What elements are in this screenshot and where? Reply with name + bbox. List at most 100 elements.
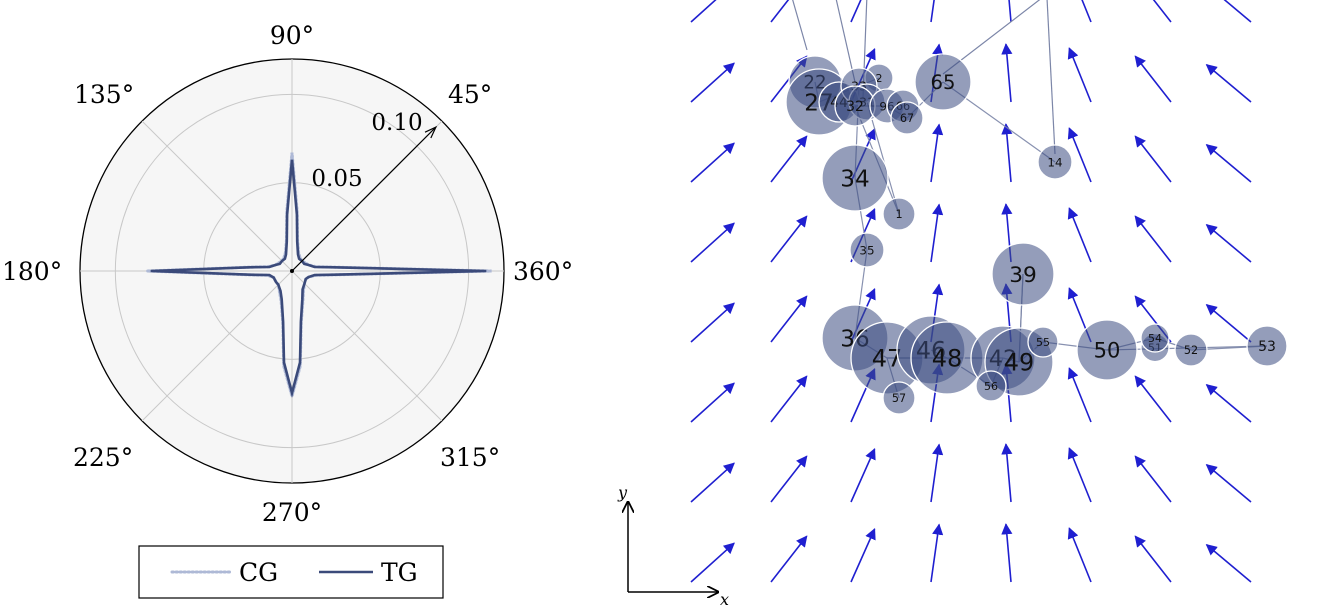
network-node-label: 49 (1004, 349, 1034, 377)
network-node-circle (1246, 325, 1288, 367)
network-node-57: 57 (882, 381, 916, 415)
network-node-53: 53 (1246, 325, 1288, 367)
network-node-label: 65 (931, 71, 956, 94)
vector-arrow (770, 215, 808, 263)
vector-arrow (1067, 207, 1092, 263)
polar-angle-tick-label: 135° (74, 80, 134, 109)
network-edge (1046, 0, 1056, 155)
vector-arrow (930, 523, 944, 583)
network-node-circle (821, 144, 889, 212)
network-node-circle (1027, 326, 1059, 358)
network-node-label: 53 (1258, 339, 1276, 355)
vector-arrow (690, 142, 735, 183)
network-node-circle (991, 242, 1055, 306)
network-node-label: 50 (1094, 339, 1121, 363)
network-node-label: 52 (1184, 344, 1198, 357)
network-node-1: 1 (882, 197, 916, 231)
network-node-circle (1174, 333, 1208, 367)
network-node-label: 35 (859, 243, 874, 257)
vector-arrow (1205, 383, 1252, 423)
network-edge (792, 0, 808, 51)
vector-arrow (930, 0, 935, 23)
vector-arrow (1205, 543, 1252, 583)
network-node-56: 56 (975, 370, 1007, 402)
network-node-circle (1037, 144, 1073, 180)
vector-arrow (1134, 135, 1172, 183)
network-node-label: 55 (1036, 336, 1050, 349)
vector-arrow (1205, 303, 1252, 343)
network-node-circle (849, 232, 885, 268)
vector-arrow (770, 0, 790, 23)
network-node-circle (975, 370, 1007, 402)
polar-angle-tick-label: 90° (270, 21, 314, 50)
vector-arrow (930, 203, 944, 263)
vector-arrow (1134, 55, 1172, 103)
polar-angle-tick-label: 180° (2, 257, 62, 286)
vector-arrow (1008, 0, 1012, 23)
vector-arrow (1001, 443, 1013, 503)
network-node-label: 1 (895, 208, 902, 221)
x-axis-label: x (720, 590, 729, 609)
vector-arrow (1205, 143, 1252, 183)
network-node-label: 14 (1047, 155, 1062, 169)
polar-r-tick-label: 0.10 (371, 110, 422, 136)
vector-arrow (1067, 367, 1092, 423)
network-node-52: 52 (1174, 333, 1208, 367)
vector-arrow (1134, 375, 1172, 423)
polar-angle-tick-label: 270° (262, 498, 322, 527)
network-node-circle (882, 381, 916, 415)
vector-arrow (1134, 455, 1172, 503)
network-node-65: 65 (914, 53, 972, 111)
vector-arrow (1205, 63, 1252, 103)
polar-angle-tick-label: 45° (448, 80, 492, 109)
network-node-54: 54 (1140, 323, 1170, 353)
vector-arrow (770, 535, 808, 583)
vector-arrow (1081, 0, 1092, 23)
legend-label-cg: CG (239, 558, 278, 587)
vector-arrow (770, 455, 808, 503)
vector-arrow (1152, 0, 1172, 23)
vector-arrow (690, 0, 717, 23)
vector-arrow (1001, 523, 1013, 583)
vector-arrow (1205, 223, 1252, 263)
network-node-50: 50 (1076, 319, 1138, 381)
vector-arrow (690, 382, 735, 423)
network-node-39: 39 (991, 242, 1055, 306)
vector-arrow (850, 0, 862, 23)
network-node-35: 35 (849, 232, 885, 268)
network-node-label: 57 (892, 392, 906, 405)
network-edge (835, 0, 856, 83)
network-node-label: 56 (984, 380, 998, 393)
vector-arrow (1067, 527, 1092, 583)
polar-angle-tick-label: 315° (440, 443, 500, 472)
network-edge (866, 101, 900, 215)
vector-arrow (1134, 215, 1172, 263)
network-node-circle (914, 53, 972, 111)
network-node-label: 34 (840, 166, 869, 192)
network-node-circle (1076, 319, 1138, 381)
polar-radius-arrow-head (424, 125, 438, 139)
network-node-label: 48 (932, 345, 963, 373)
network-node-circle (890, 101, 924, 135)
polar-angle-tick-label: 360° (513, 257, 573, 286)
vector-arrow (930, 123, 944, 183)
network-node-label: 54 (1148, 332, 1162, 345)
vector-arrow (770, 295, 808, 343)
vector-arrow (1205, 463, 1252, 503)
network-node-34: 34 (821, 144, 889, 212)
vector-arrow (1134, 535, 1172, 583)
polar-series-tg (150, 159, 487, 399)
vector-arrow (690, 542, 735, 583)
network-node-67: 67 (890, 101, 924, 135)
network-node-circle (882, 197, 916, 231)
vector-arrow (690, 302, 735, 343)
network-node-label: 39 (1009, 263, 1037, 288)
network-node-14: 14 (1037, 144, 1073, 180)
vector-arrow (690, 62, 735, 103)
y-axis-label: y (617, 483, 628, 502)
polar-radius-arrow (291, 126, 437, 272)
vector-arrow (1001, 43, 1013, 103)
network-node-32: 32 (834, 85, 876, 127)
vector-arrow (1067, 47, 1092, 103)
vector-arrow (690, 222, 735, 263)
